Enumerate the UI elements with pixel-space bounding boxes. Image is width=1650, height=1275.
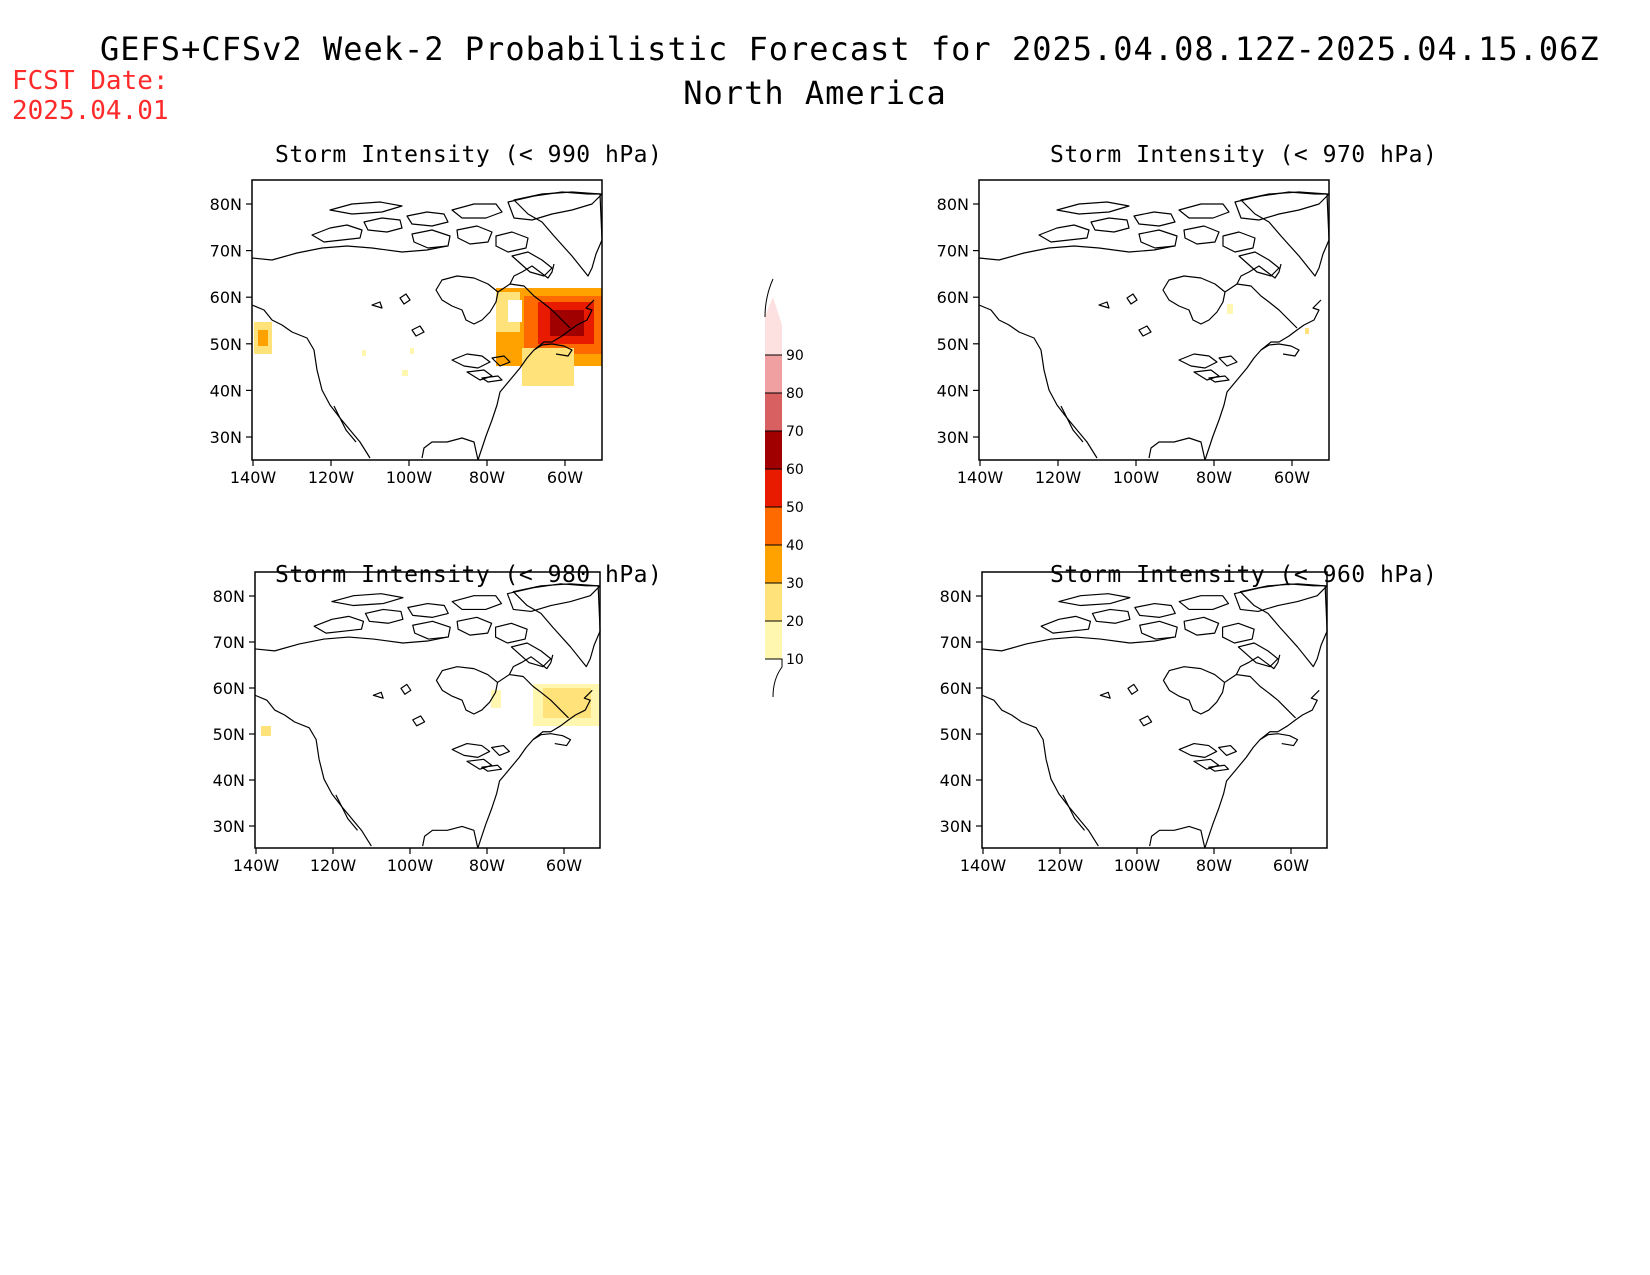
lon-tick-label: 100W — [1113, 468, 1160, 487]
colorbar-label: 80 — [786, 386, 804, 402]
lon-tick-label: 120W — [310, 856, 357, 875]
lat-tick-label: 60N — [210, 288, 242, 307]
lat-tick-label: 50N — [937, 335, 969, 354]
lon-tick-label: 120W — [1037, 856, 1084, 875]
region-subtitle: North America — [683, 74, 947, 112]
lon-tick-label: 60W — [547, 468, 583, 487]
colorbar-swatch — [765, 469, 782, 507]
colorbar-swatch — [765, 507, 782, 545]
colorbar-label: 10 — [786, 652, 804, 668]
colorbar-swatch — [765, 545, 782, 583]
lat-tick-label: 30N — [210, 428, 242, 447]
lon-tick-label: 140W — [957, 468, 1004, 487]
fcst-date-label: FCST Date: — [12, 66, 169, 96]
lat-tick-label: 80N — [937, 195, 969, 214]
lat-tick-label: 40N — [940, 771, 972, 790]
colorbar-label: 90 — [786, 348, 804, 364]
lat-tick-label: 60N — [213, 679, 245, 698]
colorbar-label: 60 — [786, 462, 804, 478]
colorbar-swatch — [765, 393, 782, 431]
lon-tick-label: 80W — [1196, 468, 1232, 487]
probability-shading-990 — [254, 288, 602, 386]
lon-tick-label: 80W — [469, 468, 505, 487]
colorbar-swatch — [765, 621, 782, 659]
panel-title-960: Storm Intensity (< 960 hPa) — [1050, 562, 1438, 588]
lat-tick-label: 50N — [213, 725, 245, 744]
lat-tick-label: 30N — [213, 817, 245, 836]
lon-tick-label: 140W — [230, 468, 277, 487]
colorbar-label: 40 — [786, 538, 804, 554]
lat-tick-label: 70N — [937, 242, 969, 261]
colorbar-swatch — [765, 297, 782, 355]
map-frame-980 — [254, 571, 601, 849]
coastline — [978, 191, 1330, 461]
lat-tick-label: 40N — [937, 381, 969, 400]
lon-tick-label: 120W — [1035, 468, 1082, 487]
colorbar-label: 50 — [786, 500, 804, 516]
lat-tick-label: 60N — [940, 679, 972, 698]
lat-tick-label: 70N — [940, 633, 972, 652]
colorbar-label: 20 — [786, 614, 804, 630]
colorbar-swatch — [765, 583, 782, 621]
lat-tick-label: 70N — [210, 242, 242, 261]
lat-tick-label: 50N — [940, 725, 972, 744]
lat-tick-label: 40N — [210, 381, 242, 400]
panel-title-970: Storm Intensity (< 970 hPa) — [1050, 142, 1438, 168]
panel-title-980: Storm Intensity (< 980 hPa) — [275, 562, 663, 588]
lon-tick-label: 80W — [1196, 856, 1232, 875]
lat-tick-label: 40N — [213, 771, 245, 790]
map-frame-990 — [251, 179, 603, 461]
lat-tick-label: 60N — [937, 288, 969, 307]
colorbar-swatch — [765, 431, 782, 469]
forecast-title: GEFS+CFSv2 Week-2 Probabilistic Forecast… — [100, 30, 1600, 68]
probability-shading-970 — [1227, 304, 1309, 334]
lon-tick-label: 140W — [233, 856, 280, 875]
lon-tick-label: 60W — [1273, 856, 1309, 875]
lat-tick-label: 80N — [210, 195, 242, 214]
panel-title-990: Storm Intensity (< 990 hPa) — [275, 142, 663, 168]
map-frame-960 — [981, 571, 1328, 849]
lon-tick-label: 60W — [1274, 468, 1310, 487]
fcst-date-value: 2025.04.01 — [12, 96, 169, 126]
lon-tick-label: 140W — [960, 856, 1007, 875]
lat-tick-label: 30N — [937, 428, 969, 447]
lon-tick-label: 80W — [469, 856, 505, 875]
lat-tick-label: 30N — [940, 817, 972, 836]
lat-tick-label: 70N — [213, 633, 245, 652]
lon-tick-label: 60W — [546, 856, 582, 875]
coastline — [981, 583, 1328, 849]
probability-shading-980 — [261, 684, 599, 736]
lat-tick-label: 80N — [940, 587, 972, 606]
map-frame-970 — [978, 179, 1330, 461]
lat-tick-label: 50N — [210, 335, 242, 354]
colorbar-tail — [765, 658, 783, 698]
colorbar-label: 30 — [786, 576, 804, 592]
colorbar: 10 20 30 40 50 60 70 80 90 — [764, 278, 804, 698]
lon-tick-label: 100W — [1114, 856, 1161, 875]
lat-tick-label: 80N — [213, 587, 245, 606]
lon-tick-label: 100W — [386, 468, 433, 487]
colorbar-swatch — [765, 355, 782, 393]
colorbar-label: 70 — [786, 424, 804, 440]
lon-tick-label: 120W — [308, 468, 355, 487]
lon-tick-label: 100W — [387, 856, 434, 875]
colorbar-tail — [764, 278, 774, 318]
